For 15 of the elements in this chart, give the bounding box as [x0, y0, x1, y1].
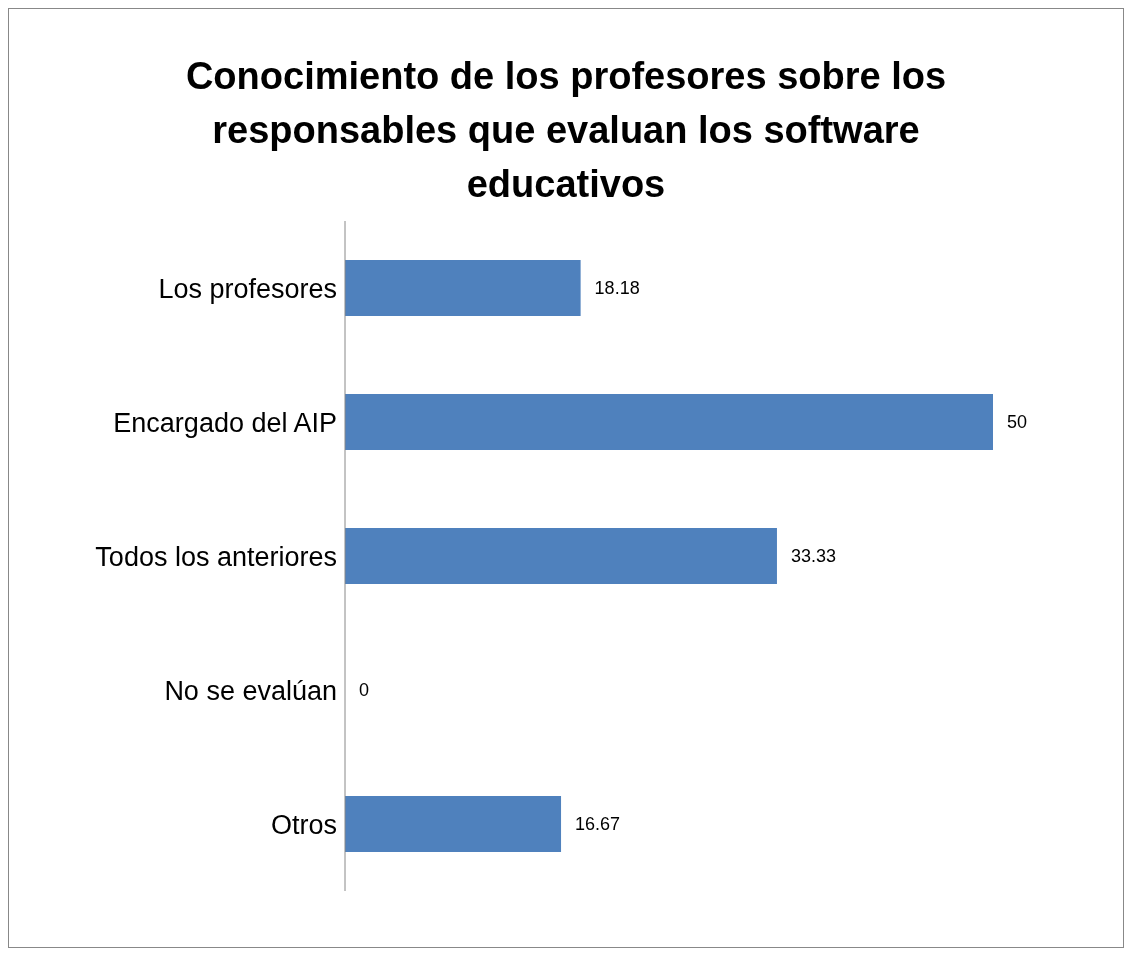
y-tick-label: Otros — [270, 809, 337, 840]
bar — [345, 394, 993, 450]
y-tick-label: Encargado del AIP — [113, 407, 337, 438]
chart-title: Conocimiento de los profesores sobre los responsables que evaluan los software educativos — [184, 54, 948, 207]
y-tick-label: No se evalúan — [164, 675, 337, 706]
y-tick-label: Los profesores — [158, 273, 337, 304]
bar — [345, 528, 777, 584]
bar — [345, 260, 581, 316]
bar — [345, 796, 562, 852]
data-label: 50 — [1007, 412, 1028, 432]
data-label: 16.67 — [575, 814, 621, 834]
data-label: 33.33 — [790, 546, 836, 566]
y-tick-label: Todos los anteriores — [95, 541, 337, 572]
data-label: 18.18 — [594, 278, 640, 298]
data-label: 0 — [359, 680, 370, 700]
